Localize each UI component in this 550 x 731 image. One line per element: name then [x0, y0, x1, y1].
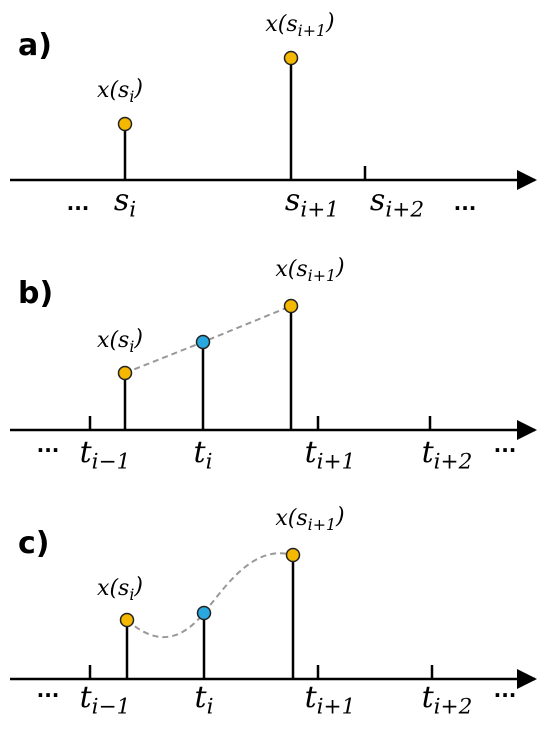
panel-label: c) [18, 526, 50, 561]
panel-label: b) [18, 276, 53, 311]
tick-label: ... [454, 191, 477, 215]
interpolated-point [196, 605, 212, 621]
subscript: i+2 [434, 694, 473, 719]
tick-label: ... [37, 678, 60, 702]
symbol: s [285, 183, 300, 218]
tick-label: ti [194, 435, 213, 474]
tick-label: ... [37, 433, 60, 457]
closing: ) [133, 326, 143, 351]
point-label: x(si) [97, 574, 143, 604]
symbol: t [422, 680, 435, 715]
symbol: t [80, 680, 93, 715]
subscript: i+1 [300, 197, 339, 222]
sample-point [283, 298, 299, 314]
symbol: x(s [97, 328, 129, 353]
sample-point [117, 365, 133, 381]
closing: ) [335, 255, 345, 280]
closing: ) [133, 76, 143, 101]
subscript: i+1 [317, 694, 356, 719]
symbol: x(s [97, 78, 129, 103]
subscript: i−1 [92, 449, 131, 474]
closing: ) [335, 504, 345, 529]
tick-label: ... [494, 433, 517, 457]
tick-label: si+2 [370, 183, 424, 222]
closing: ) [133, 574, 143, 599]
symbol: x(s [275, 506, 307, 531]
ellipsis: ... [494, 433, 517, 457]
tick-label: ... [67, 191, 90, 215]
tick-label: ... [494, 678, 517, 702]
ellipsis: ... [454, 191, 477, 215]
symbol: t [305, 680, 318, 715]
subscript: i [207, 694, 214, 719]
subscript: i [206, 449, 213, 474]
sample-point [283, 50, 299, 66]
sample-point [285, 547, 301, 563]
point-label: x(si+1) [265, 10, 334, 40]
subscript: i [129, 87, 134, 106]
tick-label: si [114, 183, 136, 222]
subscript: i+1 [308, 266, 336, 285]
subscript: i [129, 337, 134, 356]
symbol: t [305, 435, 318, 470]
interpolation-curve [126, 552, 294, 638]
tick-label: ti−1 [80, 680, 131, 719]
ellipsis: ... [37, 433, 60, 457]
sample-point [119, 612, 135, 628]
ellipsis: ... [494, 678, 517, 702]
tick-label: ti+2 [422, 435, 473, 474]
subscript: i+1 [298, 21, 326, 40]
subscript: i+2 [385, 197, 424, 222]
closing: ) [325, 10, 335, 35]
symbol: x(s [265, 12, 297, 37]
tick-label: ti+2 [422, 680, 473, 719]
symbol: x(s [97, 576, 129, 601]
sample-point [117, 116, 133, 132]
subscript: i+1 [308, 515, 336, 534]
point-label: x(si) [97, 326, 143, 356]
interpolated-point [195, 334, 211, 350]
tick-label: ti−1 [80, 435, 131, 474]
symbol: t [422, 435, 435, 470]
symbol: x(s [275, 257, 307, 282]
symbol: t [80, 435, 93, 470]
tick-label: ti+1 [305, 435, 356, 474]
subscript: i+1 [317, 449, 356, 474]
tick-label: ti+1 [305, 680, 356, 719]
point-label: x(si+1) [275, 255, 344, 285]
symbol: t [195, 680, 208, 715]
ellipsis: ... [67, 191, 90, 215]
symbol: s [370, 183, 385, 218]
subscript: i [129, 585, 134, 604]
point-label: x(si) [97, 76, 143, 106]
panel-label: a) [18, 28, 52, 63]
subscript: i−1 [92, 694, 131, 719]
subscript: i+2 [434, 449, 473, 474]
symbol: t [194, 435, 207, 470]
subscript: i [129, 197, 136, 222]
symbol: s [114, 183, 129, 218]
point-label: x(si+1) [275, 504, 344, 534]
ellipsis: ... [37, 678, 60, 702]
tick-label: si+1 [285, 183, 339, 222]
tick-label: ti [195, 680, 214, 719]
